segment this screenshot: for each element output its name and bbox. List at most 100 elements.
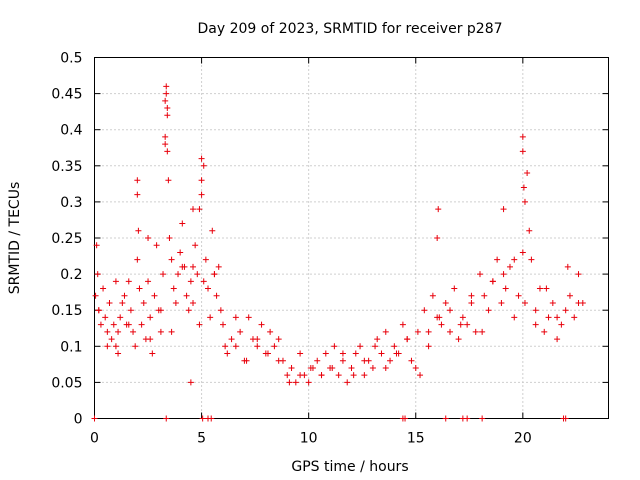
data-point — [162, 97, 169, 104]
data-point — [147, 314, 154, 321]
data-point — [162, 133, 169, 140]
data-point — [369, 364, 376, 371]
plot-frame — [94, 57, 609, 419]
data-point — [357, 343, 364, 350]
data-point — [127, 307, 134, 314]
data-point — [571, 314, 578, 321]
data-point — [213, 292, 220, 299]
data-point — [284, 372, 291, 379]
data-point — [134, 256, 141, 263]
data-point — [554, 314, 561, 321]
data-point — [361, 372, 368, 379]
data-point — [145, 235, 152, 241]
data-point — [526, 227, 533, 234]
data-point — [335, 372, 342, 379]
data-point — [222, 343, 229, 350]
x-tick-label: 0 — [90, 431, 99, 447]
data-point — [494, 256, 501, 263]
zero-point — [562, 415, 569, 422]
data-point — [190, 263, 197, 270]
data-point — [108, 336, 115, 343]
x-tick-label: 5 — [197, 431, 206, 447]
data-point — [408, 357, 415, 364]
data-point — [198, 191, 205, 198]
data-point — [115, 350, 122, 357]
y-tick-label: 0.05 — [51, 375, 82, 391]
data-point — [464, 321, 471, 328]
data-point — [435, 206, 442, 213]
data-point — [352, 350, 359, 357]
data-point — [421, 307, 428, 314]
data-point — [198, 177, 205, 184]
data-point — [106, 299, 113, 306]
data-point — [391, 343, 398, 350]
data-point — [267, 328, 274, 335]
data-point — [502, 285, 509, 292]
data-point — [200, 162, 207, 169]
data-point — [135, 227, 142, 234]
data-point — [455, 336, 462, 343]
data-point — [187, 379, 194, 386]
zero-point — [442, 415, 449, 422]
data-point — [228, 336, 235, 343]
data-point — [187, 278, 194, 285]
data-point — [232, 343, 239, 350]
data-point — [196, 321, 203, 328]
y-tick-label: 0.15 — [51, 303, 82, 319]
data-point — [438, 321, 445, 328]
data-point — [258, 321, 265, 328]
grid — [94, 57, 609, 419]
data-point — [532, 307, 539, 314]
data-point — [164, 105, 171, 112]
y-tick-label: 0 — [74, 412, 83, 428]
zero-point — [163, 415, 170, 422]
data-point — [117, 314, 124, 321]
data-point — [318, 372, 325, 379]
data-point — [575, 271, 582, 278]
data-point — [350, 372, 357, 379]
data-point — [163, 83, 170, 90]
zero-point — [199, 415, 206, 422]
data-point — [459, 314, 466, 321]
data-point — [112, 278, 119, 285]
data-point — [166, 235, 173, 241]
data-point — [165, 177, 172, 184]
data-point — [164, 112, 171, 119]
data-point — [549, 299, 556, 306]
data-point — [451, 285, 458, 292]
data-point — [562, 307, 569, 314]
data-point — [511, 256, 518, 263]
data-point — [447, 307, 454, 314]
data-point — [372, 343, 379, 350]
data-point — [436, 314, 443, 321]
data-point — [160, 271, 167, 278]
x-tick-label: 20 — [514, 431, 532, 447]
data-point — [425, 328, 432, 335]
data-point — [564, 263, 571, 270]
data-point — [554, 336, 561, 343]
data-point — [519, 133, 526, 140]
data-point — [339, 350, 346, 357]
data-point — [202, 256, 209, 263]
zero-point — [464, 415, 471, 422]
data-point — [329, 364, 336, 371]
data-point — [305, 379, 312, 386]
data-point — [100, 285, 107, 292]
data-point — [314, 357, 321, 364]
data-point — [112, 343, 119, 350]
data-point — [297, 372, 304, 379]
data-point — [575, 299, 582, 306]
data-point — [498, 299, 505, 306]
data-point — [506, 263, 513, 270]
data-point — [442, 299, 449, 306]
data-point — [477, 271, 483, 278]
y-tick-label: 0.1 — [60, 339, 82, 355]
data-point — [344, 379, 351, 386]
data-point — [485, 307, 492, 314]
data-point — [536, 285, 543, 292]
data-point — [164, 148, 171, 155]
data-point — [457, 321, 464, 328]
data-point — [136, 285, 143, 292]
data-point — [215, 263, 222, 270]
